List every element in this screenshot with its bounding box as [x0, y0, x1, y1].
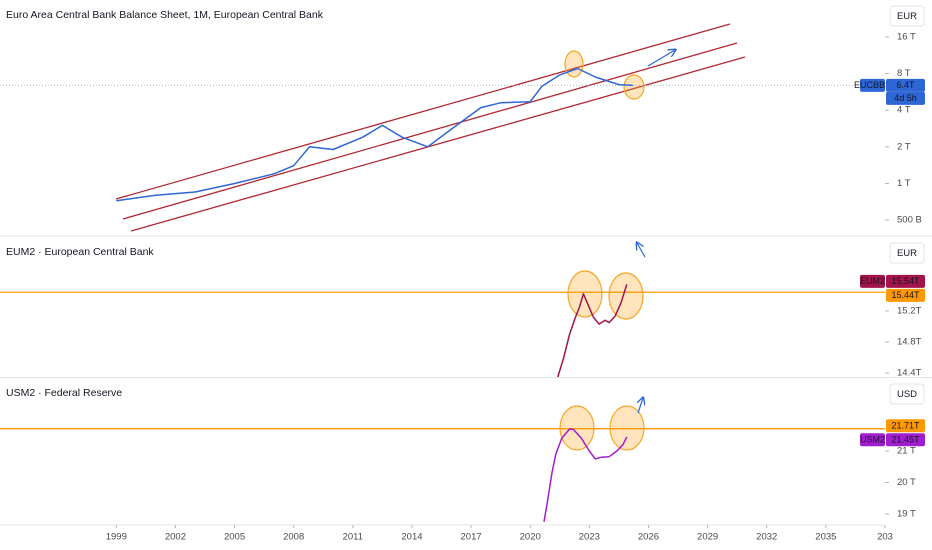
series-name-box — [860, 274, 885, 288]
y-tick-label: 15.2T — [897, 305, 921, 316]
x-tick-label: 2023 — [579, 532, 600, 543]
x-tick-label: 2029 — [697, 532, 718, 543]
y-tick-label: 14.4T — [897, 368, 921, 379]
last-value-box — [886, 78, 925, 92]
y-tick-label: 14.8T — [897, 337, 921, 348]
y-tick-label: 8 T — [897, 68, 911, 79]
y-tick-label: 20 T — [897, 477, 916, 488]
last-value: 15.54T — [891, 276, 920, 286]
pane-title: USM2 · Federal Reserve — [6, 387, 122, 399]
x-tick-label: 2008 — [283, 532, 304, 543]
y-tick-label: 500 B — [897, 215, 922, 226]
y-tick-label: 21 T — [897, 446, 916, 457]
last-value: 21.45T — [891, 435, 920, 445]
last-value-box — [886, 274, 925, 288]
reference-label: 15.44T — [891, 290, 920, 300]
countdown-box — [886, 91, 925, 105]
highlight-circle — [608, 272, 644, 320]
highlight-circle — [609, 405, 645, 451]
series-name-box — [860, 433, 885, 447]
x-tick-label: 2020 — [520, 532, 541, 543]
highlight-circle — [564, 50, 584, 78]
channel-line — [115, 23, 731, 200]
x-tick-label: 2017 — [461, 532, 482, 543]
y-tick-label: 1 T — [897, 178, 911, 189]
x-tick-label: 2011 — [343, 532, 363, 543]
channel — [115, 23, 746, 232]
arrow — [638, 398, 643, 414]
channel-line — [122, 42, 738, 220]
pane-title: Euro Area Central Bank Balance Sheet, 1M… — [6, 9, 324, 21]
x-tick-label: 2014 — [401, 532, 422, 543]
y-tick-label: 16 T — [897, 31, 916, 42]
highlight-circle — [559, 405, 595, 451]
y-tick-label: 4 T — [897, 105, 911, 116]
y-tick-label: 2 T — [897, 141, 911, 152]
arrow — [647, 50, 675, 67]
highlight-circle — [623, 74, 645, 100]
currency-box — [889, 383, 925, 405]
series-line — [116, 67, 633, 202]
series-name-box — [860, 78, 885, 92]
x-tick-label: 203 — [877, 532, 893, 543]
arrow — [637, 243, 646, 258]
reference-label: 21.71T — [891, 421, 920, 431]
pane-title: EUM2 · European Central Bank — [6, 246, 154, 258]
x-tick-label: 2026 — [638, 532, 659, 543]
series-name: USM2 — [860, 435, 885, 445]
currency: USD — [897, 389, 917, 400]
reference-label-box — [886, 419, 925, 433]
highlight-circle — [567, 270, 603, 318]
countdown: 4d 5h — [894, 93, 917, 103]
currency: EUR — [897, 248, 917, 259]
series-line — [543, 428, 628, 523]
x-tick-label: 2032 — [756, 532, 777, 543]
series-line — [557, 284, 628, 378]
x-tick-label: 2035 — [815, 532, 836, 543]
x-tick-label: 1999 — [106, 532, 127, 543]
x-tick-label: 2005 — [224, 532, 245, 543]
reference-label-box — [886, 288, 925, 302]
currency-box — [889, 5, 925, 27]
highlights — [559, 50, 645, 451]
channel-line — [130, 56, 746, 232]
last-value-box — [886, 433, 925, 447]
arrows — [637, 50, 675, 414]
x-tick-label: 2002 — [165, 532, 186, 543]
last-value: 6.4T — [896, 80, 915, 90]
currency: EUR — [897, 11, 917, 22]
series-name: EUCBBS — [854, 80, 891, 90]
currency-box — [889, 242, 925, 264]
y-tick-label: 19 T — [897, 508, 916, 519]
series-name: EUM2 — [860, 276, 885, 286]
